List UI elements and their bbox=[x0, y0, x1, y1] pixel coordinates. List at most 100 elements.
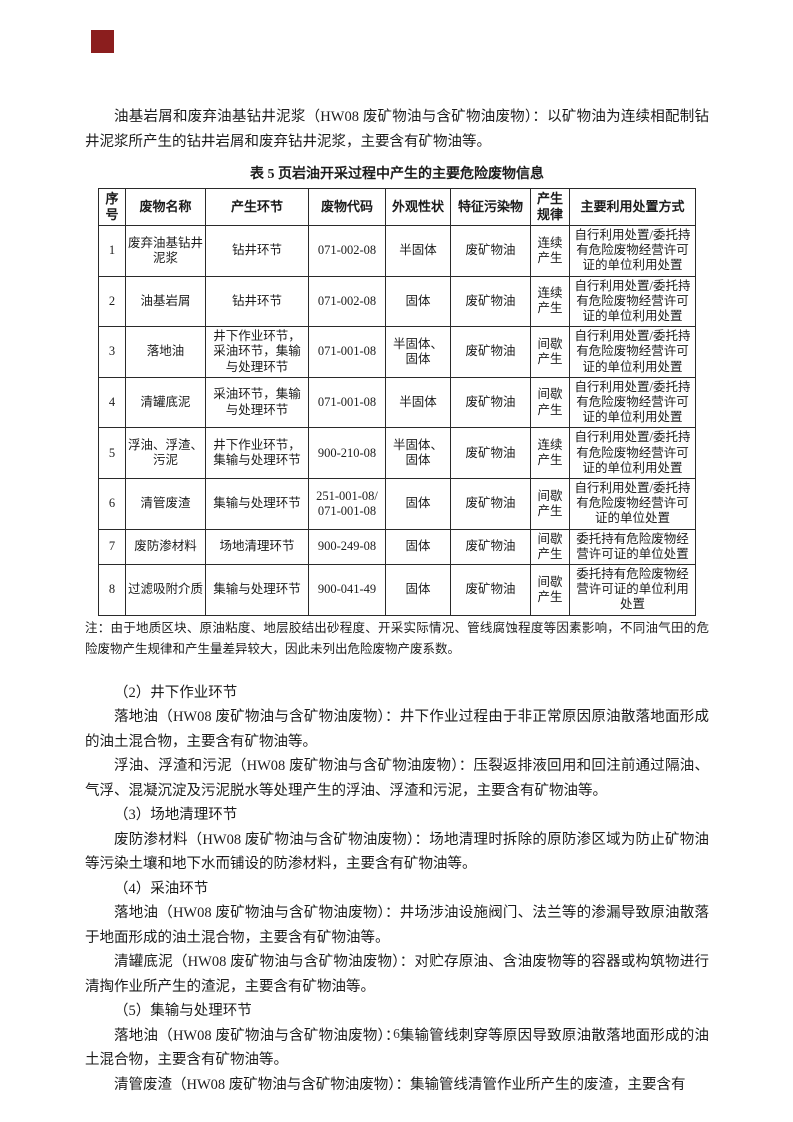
table-cell: 251-001-08/ 071-001-08 bbox=[308, 478, 386, 530]
waste-table-body: 序号 废物名称 产生环节 废物代码 外观性状 特征污染物 产生规律 主要利用处置方式 1 废弃油基… bbox=[98, 188, 696, 616]
table-cell: 清罐底泥 bbox=[125, 376, 206, 429]
table-cell: 071-001-08 bbox=[308, 326, 386, 378]
table-cell: 废矿物油 bbox=[450, 326, 531, 378]
table-cell: 3 bbox=[98, 326, 126, 378]
table-cell: 半固体、固体 bbox=[385, 326, 451, 378]
column-header: 废物代码 bbox=[308, 188, 386, 226]
table-cell: 自行利用处置/委托持有危险废物经营许可证的单位处置 bbox=[569, 478, 696, 530]
table-cell: 间歇产生 bbox=[530, 528, 570, 566]
table-row: 7 废防渗材料 场地清理环节 900-249-08 固体 废矿物油 间歇产生 委托持有危险废物… bbox=[98, 528, 696, 566]
table-cell: 油基岩屑 bbox=[125, 275, 206, 328]
body-paragraph: 落地油（HW08 废矿物油与含矿物油废物）：集输管线刺穿等原因导致原油散落地面形… bbox=[85, 1027, 709, 1069]
table-cell: 委托持有危险废物经营许可证的单位利用处置 bbox=[569, 564, 696, 616]
table-cell: 900-041-49 bbox=[308, 564, 386, 616]
column-header: 序号 bbox=[98, 188, 126, 226]
table-cell: 废矿物油 bbox=[450, 564, 531, 616]
table-cell: 半固体 bbox=[385, 225, 451, 277]
body-paragraph: 浮油、浮渣和污泥（HW08 废矿物油与含矿物油废物）：压裂返排液回用和回注前通过… bbox=[85, 758, 709, 799]
section-heading: （5）集输与处理环节 bbox=[114, 1003, 252, 1020]
column-header: 产生环节 bbox=[205, 188, 309, 226]
table-cell: 废矿物油 bbox=[450, 275, 531, 328]
table-cell: 自行利用处置/委托持有危险废物经营许可证的单位利用处置 bbox=[569, 225, 696, 277]
section-heading: （2）井下作业环节 bbox=[114, 684, 238, 701]
table-cell: 废防渗材料 bbox=[125, 528, 206, 566]
table-cell: 间歇产生 bbox=[530, 376, 570, 429]
page-content: 油基岩屑和废弃油基钻井泥浆（HW08 废矿物油与含矿物油废物）：以矿物油为连续相… bbox=[85, 0, 709, 1097]
table-cell: 固体 bbox=[385, 275, 451, 328]
table-cell: 071-002-08 bbox=[308, 275, 386, 328]
body-sections: （2）井下作业环节落地油（HW08 废矿物油与含矿物油废物）：井下作业过程由于非… bbox=[85, 681, 709, 1098]
table-row: 8 过滤吸附介质 集输与处理环节 900-041-49 固体 废矿物油 间歇产生 委托持有危险… bbox=[98, 564, 696, 616]
body-paragraph: 清管废渣（HW08 废矿物油与含矿物油废物）：集输管线清管作业所产生的废渣，主要… bbox=[114, 1076, 686, 1093]
table-row: 2 油基岩屑 钻井环节 071-002-08 固体 废矿物油 连续产生 自行利用处置/委托持有… bbox=[98, 275, 696, 328]
column-header: 主要利用处置方式 bbox=[569, 188, 696, 226]
table-cell: 连续产生 bbox=[530, 275, 570, 328]
table-cell: 委托持有危险废物经营许可证的单位处置 bbox=[569, 528, 696, 566]
table-cell: 间歇产生 bbox=[530, 564, 570, 616]
column-header: 特征污染物 bbox=[450, 188, 531, 226]
table-cell: 间歇产生 bbox=[530, 478, 570, 530]
table-cell: 7 bbox=[98, 528, 126, 566]
table-cell: 废弃油基钻井泥浆 bbox=[125, 225, 206, 277]
intro-paragraph: 油基岩屑和废弃油基钻井泥浆（HW08 废矿物油与含矿物油废物）：以矿物油为连续相… bbox=[85, 109, 709, 150]
table-cell: 废矿物油 bbox=[450, 528, 531, 566]
table-cell: 集输与处理环节 bbox=[205, 478, 309, 530]
table-cell: 集输与处理环节 bbox=[205, 564, 309, 616]
body-paragraph: 落地油（HW08 废矿物油与含矿物油废物）：井场涉油设施阀门、法兰等的渗漏导致原… bbox=[85, 905, 709, 946]
table-cell: 5 bbox=[98, 427, 126, 480]
table-cell: 071-002-08 bbox=[308, 225, 386, 277]
table-cell: 8 bbox=[98, 564, 126, 616]
body-paragraph: 废防渗材料（HW08 废矿物油与含矿物油废物）：场地清理时拆除的原防渗区域为防止… bbox=[85, 831, 709, 873]
table-cell: 钻井环节 bbox=[205, 275, 309, 328]
table-row: 6 清管废渣 集输与处理环节 251-001-08/ 071-001-08 固体 废矿物油… bbox=[98, 478, 696, 530]
table-cell: 井下作业环节，采油环节，集输与处理环节 bbox=[205, 326, 309, 378]
table-row: 5 浮油、浮渣、污泥 井下作业环节，集输与处理环节 900-210-08 半固体、固体废… bbox=[98, 427, 696, 480]
table-cell: 自行利用处置/委托持有危险废物经营许可证的单位利用处置 bbox=[569, 275, 696, 328]
table-cell: 过滤吸附介质 bbox=[125, 564, 206, 616]
table-row: 1 废弃油基钻井泥浆 钻井环节 071-002-08 半固体 废矿物油 连续产生 自行利用处置… bbox=[98, 225, 696, 277]
table-note: 注：由于地质区块、原油粘度、地层胶结出砂程度、开采实际情况、管线腐蚀程度等因素影… bbox=[85, 620, 709, 656]
table-cell: 废矿物油 bbox=[450, 427, 531, 480]
table-cell: 半固体 bbox=[385, 376, 451, 429]
table-cell: 4 bbox=[98, 376, 126, 429]
table-cell: 固体 bbox=[385, 478, 451, 530]
table-cell: 废矿物油 bbox=[450, 376, 531, 429]
table-cell: 2 bbox=[98, 275, 126, 328]
body-paragraph: 清罐底泥（HW08 废矿物油与含矿物油废物）：对贮存原油、含油废物等的容器或构筑… bbox=[85, 954, 709, 995]
table-cell: 废矿物油 bbox=[450, 478, 531, 530]
table-row: 3 落地油 井下作业环节，采油环节，集输与处理环节 071-001-08 半固体、固体废… bbox=[98, 326, 696, 378]
table-header-row: 序号 废物名称 产生环节 废物代码 外观性状 特征污染物 产生规律 主要利用处置方式 bbox=[98, 188, 696, 226]
table-cell: 半固体、固体 bbox=[385, 427, 451, 480]
table-cell: 浮油、浮渣、污泥 bbox=[125, 427, 206, 480]
table-cell: 井下作业环节，集输与处理环节 bbox=[205, 427, 309, 480]
column-header: 废物名称 bbox=[125, 188, 206, 226]
table-cell: 连续产生 bbox=[530, 427, 570, 480]
table-cell: 钻井环节 bbox=[205, 225, 309, 277]
table-cell: 采油环节，集输与处理环节 bbox=[205, 376, 309, 429]
section-heading: （3）场地清理环节 bbox=[114, 807, 238, 824]
table-title: 表 5 页岩油开采过程中产生的主要危险废物信息 bbox=[250, 167, 544, 182]
table-cell: 固体 bbox=[385, 528, 451, 566]
column-header: 产生规律 bbox=[530, 188, 570, 226]
table-cell: 场地清理环节 bbox=[205, 528, 309, 566]
table-cell: 6 bbox=[98, 478, 126, 530]
table-cell: 1 bbox=[98, 225, 126, 277]
table-cell: 900-210-08 bbox=[308, 427, 386, 480]
page-number: 6 bbox=[393, 1026, 400, 1041]
table-cell: 900-249-08 bbox=[308, 528, 386, 566]
table-cell: 间歇产生 bbox=[530, 326, 570, 378]
table-cell: 071-001-08 bbox=[308, 376, 386, 429]
table-cell: 固体 bbox=[385, 564, 451, 616]
table-cell: 自行利用处置/委托持有危险废物经营许可证的单位利用处置 bbox=[569, 376, 696, 429]
body-paragraph: 落地油（HW08 废矿物油与含矿物油废物）：井下作业过程由于非正常原因原油散落地… bbox=[85, 709, 709, 750]
table-cell: 废矿物油 bbox=[450, 225, 531, 277]
table-row: 4 清罐底泥 采油环节，集输与处理环节 071-001-08 半固体 废矿物油 间歇产生 自行… bbox=[98, 376, 696, 429]
table-cell: 连续产生 bbox=[530, 225, 570, 277]
table-cell: 自行利用处置/委托持有危险废物经营许可证的单位利用处置 bbox=[569, 326, 696, 378]
red-square-mark bbox=[91, 30, 114, 53]
waste-table: 序号 废物名称 产生环节 废物代码 外观性状 特征污染物 产生规律 主要利用处置方式 1 废弃油基… bbox=[98, 188, 696, 616]
table-cell: 清管废渣 bbox=[125, 478, 206, 530]
table-cell: 自行利用处置/委托持有危险废物经营许可证的单位利用处置 bbox=[569, 427, 696, 480]
table-cell: 落地油 bbox=[125, 326, 206, 378]
